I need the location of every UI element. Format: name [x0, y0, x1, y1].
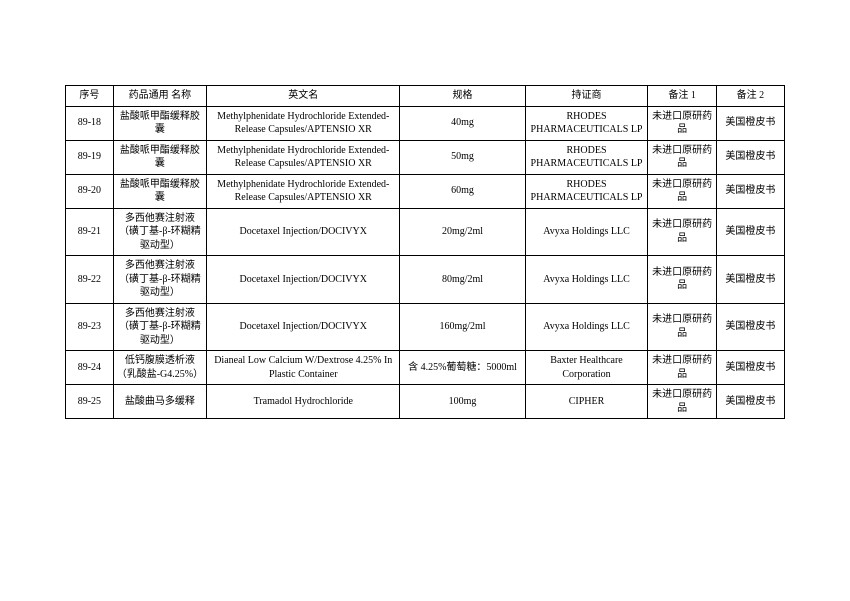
table-row: 89-20 盐酸哌甲酯缓释胶囊 Methylphenidate Hydrochl… — [66, 174, 785, 208]
cell-holder: RHODES PHARMACEUTICALS LP — [525, 174, 648, 208]
cell-generic-name: 低钙腹膜透析液（乳酸盐-G4.25%） — [113, 351, 206, 385]
cell-note1: 未进口原研药品 — [648, 303, 716, 351]
cell-generic-name: 盐酸哌甲酯缓释胶囊 — [113, 106, 206, 140]
cell-holder: Avyxa Holdings LLC — [525, 303, 648, 351]
cell-holder: Baxter Healthcare Corporation — [525, 351, 648, 385]
cell-note1: 未进口原研药品 — [648, 351, 716, 385]
cell-english-name: Docetaxel Injection/DOCIVYX — [207, 303, 400, 351]
table-row: 89-19 盐酸哌甲酯缓释胶囊 Methylphenidate Hydrochl… — [66, 140, 785, 174]
drug-table: 序号 药品通用 名称 英文名 规格 持证商 备注 1 备注 2 89-18 盐酸… — [65, 85, 785, 419]
cell-note1: 未进口原研药品 — [648, 385, 716, 419]
cell-spec: 含 4.25%葡萄糖：5000ml — [400, 351, 525, 385]
col-header-english-name: 英文名 — [207, 86, 400, 107]
cell-spec: 80mg/2ml — [400, 256, 525, 304]
cell-seq: 89-21 — [66, 208, 114, 256]
cell-seq: 89-18 — [66, 106, 114, 140]
cell-seq: 89-20 — [66, 174, 114, 208]
cell-holder: RHODES PHARMACEUTICALS LP — [525, 140, 648, 174]
cell-note1: 未进口原研药品 — [648, 208, 716, 256]
cell-note2: 美国橙皮书 — [716, 106, 784, 140]
col-header-note2: 备注 2 — [716, 86, 784, 107]
cell-generic-name: 盐酸哌甲酯缓释胶囊 — [113, 174, 206, 208]
cell-holder: Avyxa Holdings LLC — [525, 208, 648, 256]
cell-note1: 未进口原研药品 — [648, 140, 716, 174]
cell-seq: 89-19 — [66, 140, 114, 174]
cell-english-name: Dianeal Low Calcium W/Dextrose 4.25% In … — [207, 351, 400, 385]
cell-spec: 160mg/2ml — [400, 303, 525, 351]
table-row: 89-22 多西他赛注射液（磺丁基-β-环糊精驱动型） Docetaxel In… — [66, 256, 785, 304]
cell-english-name: Methylphenidate Hydrochloride Extended-R… — [207, 174, 400, 208]
cell-note1: 未进口原研药品 — [648, 106, 716, 140]
table-row: 89-23 多西他赛注射液（磺丁基-β-环糊精驱动型） Docetaxel In… — [66, 303, 785, 351]
col-header-spec: 规格 — [400, 86, 525, 107]
cell-seq: 89-25 — [66, 385, 114, 419]
col-header-holder: 持证商 — [525, 86, 648, 107]
cell-seq: 89-22 — [66, 256, 114, 304]
cell-note2: 美国橙皮书 — [716, 174, 784, 208]
table-row: 89-25 盐酸曲马多缓释 Tramadol Hydrochloride 100… — [66, 385, 785, 419]
cell-note2: 美国橙皮书 — [716, 256, 784, 304]
table-body: 89-18 盐酸哌甲酯缓释胶囊 Methylphenidate Hydrochl… — [66, 106, 785, 419]
col-header-seq: 序号 — [66, 86, 114, 107]
cell-holder: Avyxa Holdings LLC — [525, 256, 648, 304]
cell-english-name: Tramadol Hydrochloride — [207, 385, 400, 419]
cell-generic-name: 多西他赛注射液（磺丁基-β-环糊精驱动型） — [113, 208, 206, 256]
cell-seq: 89-24 — [66, 351, 114, 385]
cell-note2: 美国橙皮书 — [716, 140, 784, 174]
cell-english-name: Methylphenidate Hydrochloride Extended-R… — [207, 106, 400, 140]
col-header-generic-name: 药品通用 名称 — [113, 86, 206, 107]
cell-note1: 未进口原研药品 — [648, 174, 716, 208]
cell-holder: CIPHER — [525, 385, 648, 419]
table-header: 序号 药品通用 名称 英文名 规格 持证商 备注 1 备注 2 — [66, 86, 785, 107]
table-row: 89-18 盐酸哌甲酯缓释胶囊 Methylphenidate Hydrochl… — [66, 106, 785, 140]
cell-generic-name: 盐酸哌甲酯缓释胶囊 — [113, 140, 206, 174]
cell-note2: 美国橙皮书 — [716, 351, 784, 385]
cell-generic-name: 多西他赛注射液（磺丁基-β-环糊精驱动型） — [113, 303, 206, 351]
cell-note2: 美国橙皮书 — [716, 303, 784, 351]
cell-note2: 美国橙皮书 — [716, 385, 784, 419]
cell-holder: RHODES PHARMACEUTICALS LP — [525, 106, 648, 140]
table-row: 89-21 多西他赛注射液（磺丁基-β-环糊精驱动型） Docetaxel In… — [66, 208, 785, 256]
table-row: 89-24 低钙腹膜透析液（乳酸盐-G4.25%） Dianeal Low Ca… — [66, 351, 785, 385]
cell-generic-name: 多西他赛注射液（磺丁基-β-环糊精驱动型） — [113, 256, 206, 304]
cell-note1: 未进口原研药品 — [648, 256, 716, 304]
cell-spec: 50mg — [400, 140, 525, 174]
cell-english-name: Docetaxel Injection/DOCIVYX — [207, 256, 400, 304]
cell-english-name: Methylphenidate Hydrochloride Extended-R… — [207, 140, 400, 174]
cell-note2: 美国橙皮书 — [716, 208, 784, 256]
cell-spec: 40mg — [400, 106, 525, 140]
cell-spec: 20mg/2ml — [400, 208, 525, 256]
col-header-note1: 备注 1 — [648, 86, 716, 107]
cell-spec: 60mg — [400, 174, 525, 208]
header-row: 序号 药品通用 名称 英文名 规格 持证商 备注 1 备注 2 — [66, 86, 785, 107]
cell-seq: 89-23 — [66, 303, 114, 351]
cell-english-name: Docetaxel Injection/DOCIVYX — [207, 208, 400, 256]
cell-generic-name: 盐酸曲马多缓释 — [113, 385, 206, 419]
cell-spec: 100mg — [400, 385, 525, 419]
